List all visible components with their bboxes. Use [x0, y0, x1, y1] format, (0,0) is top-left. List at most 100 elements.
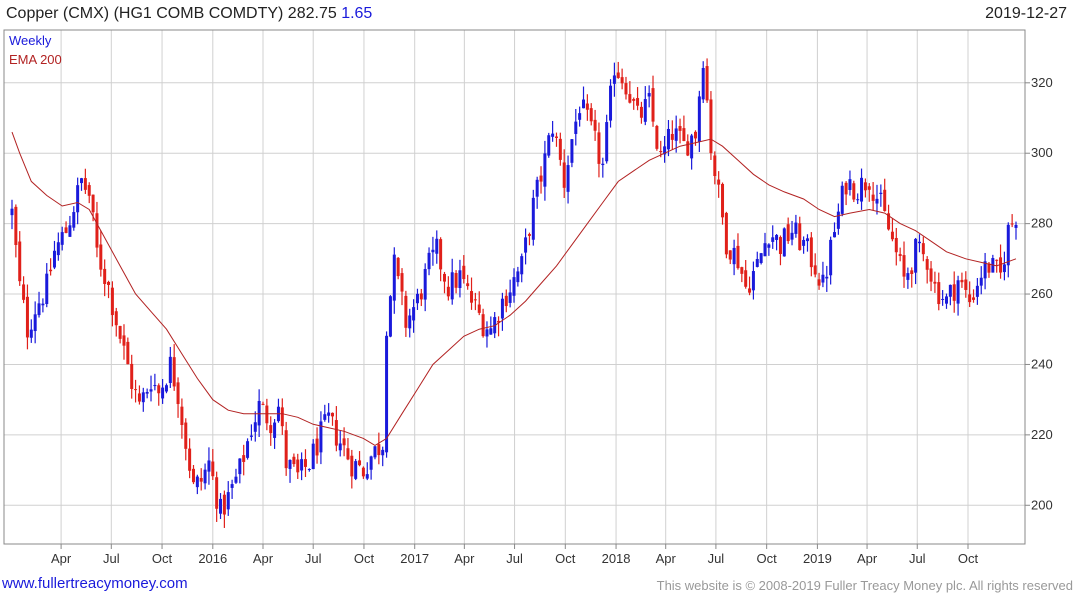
candle-body — [176, 382, 180, 405]
candle — [22, 276, 26, 304]
candle — [64, 221, 68, 234]
candle — [369, 455, 373, 480]
candle — [643, 86, 647, 126]
legend-entry: EMA 200 — [9, 52, 62, 67]
candle-body — [249, 435, 253, 437]
candle-body — [844, 182, 848, 195]
candle — [408, 308, 412, 338]
candle-body — [466, 283, 470, 287]
candle — [134, 379, 138, 403]
candle-body — [323, 414, 327, 420]
x-tick-label: Oct — [958, 551, 979, 566]
candle-body — [454, 273, 458, 288]
candle — [632, 97, 636, 110]
candle-body — [369, 456, 373, 470]
candle — [925, 256, 929, 284]
candle-body — [574, 121, 578, 134]
candle-body — [238, 458, 242, 475]
candle — [261, 401, 265, 406]
candle-body — [319, 421, 323, 453]
chart-title: Copper (CMX) (HG1 COMB COMDTY) 282.75 1.… — [6, 5, 372, 23]
candle-body — [944, 296, 948, 304]
candle — [191, 465, 195, 485]
candle — [755, 251, 759, 268]
candle — [624, 76, 628, 100]
candle — [597, 122, 601, 178]
candle-body — [41, 303, 45, 306]
candle — [508, 279, 512, 308]
candle — [778, 235, 782, 266]
candle — [670, 120, 674, 150]
candle-body — [184, 422, 188, 449]
candle-body — [188, 448, 192, 471]
candle-body — [802, 239, 806, 246]
candle-body — [91, 194, 95, 213]
candle-body — [350, 455, 354, 477]
chart-header: Copper (CMX) (HG1 COMB COMDTY) 282.75 1.… — [0, 0, 1075, 30]
candle-body — [717, 179, 721, 185]
candle-body — [786, 224, 790, 242]
candle — [446, 276, 450, 301]
legend: Weekly EMA 200 — [9, 33, 62, 67]
candle — [840, 181, 844, 217]
candle — [863, 178, 867, 198]
candle — [682, 115, 686, 142]
candle-body — [303, 459, 307, 467]
candle — [222, 490, 226, 528]
candle — [354, 458, 358, 481]
candle — [972, 289, 976, 303]
candle-body — [419, 293, 423, 300]
candle — [612, 62, 616, 97]
candle — [207, 447, 211, 485]
candle — [157, 383, 161, 406]
candle-body — [1010, 223, 1014, 225]
candle — [80, 177, 84, 191]
candle-body — [852, 183, 856, 200]
candle-body — [585, 103, 589, 110]
site-link[interactable]: www.fullertreacymoney.com — [2, 575, 188, 592]
candle — [87, 182, 91, 204]
candle-body — [122, 335, 126, 346]
candle-body — [315, 438, 319, 456]
candle-body — [141, 392, 145, 403]
candle — [172, 344, 176, 391]
candle — [41, 298, 45, 313]
candle — [145, 388, 149, 399]
y-tick-label: 320 — [1031, 75, 1053, 90]
candle-body — [145, 391, 149, 394]
candle — [562, 149, 566, 199]
candle — [639, 101, 643, 124]
candle — [473, 292, 477, 311]
candle-body — [311, 443, 315, 470]
candle-body — [817, 279, 821, 286]
gridlines — [4, 30, 1025, 544]
x-tick-label: Jul — [708, 551, 725, 566]
candle — [713, 151, 717, 185]
candle — [253, 411, 257, 442]
candle-body — [709, 99, 713, 154]
candle-body — [975, 285, 979, 297]
candle-body — [56, 242, 60, 256]
x-tick-label: 2017 — [400, 551, 429, 566]
candle-body — [759, 253, 763, 263]
candle — [968, 281, 972, 308]
candle-body — [388, 296, 392, 337]
candle — [45, 263, 49, 308]
candle-body — [605, 122, 609, 162]
candle — [736, 233, 740, 270]
candle-body — [925, 259, 929, 270]
candle — [628, 81, 632, 104]
candle — [419, 288, 423, 307]
candle — [717, 171, 721, 198]
candle-body — [643, 99, 647, 122]
candle — [126, 337, 130, 365]
candle — [782, 227, 786, 257]
candle — [257, 389, 261, 438]
candle — [311, 439, 315, 470]
candle-body — [582, 99, 586, 109]
candle — [470, 277, 474, 310]
candle — [477, 291, 481, 316]
candle — [890, 218, 894, 242]
candle — [161, 379, 165, 404]
